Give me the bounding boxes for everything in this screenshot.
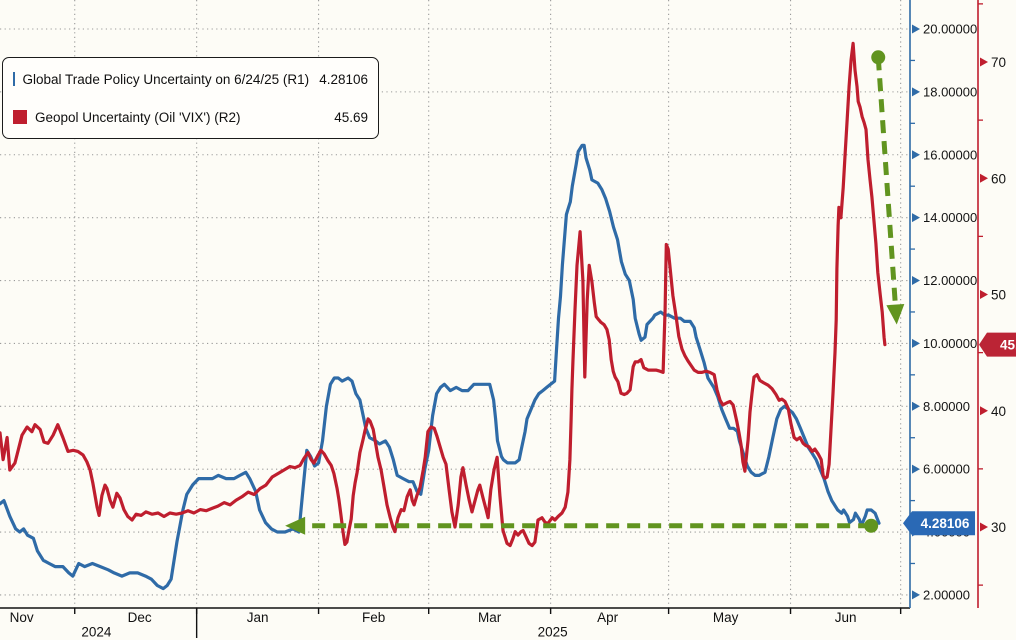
r2-tick-label: 40 [991, 404, 1006, 419]
r1-tick-label: 20.00000 [923, 22, 977, 37]
legend-value: 45.69 [334, 109, 368, 125]
r1-tick-arrow-icon [912, 213, 920, 223]
r1-tick-arrow-icon [912, 87, 920, 97]
month-label: Nov [10, 610, 34, 625]
r1-badge-value: 4.28106 [921, 516, 970, 531]
drop-arrow-dashed-line [875, 57, 898, 305]
r2-tick-arrow-icon [980, 290, 988, 299]
r2-tick-label: 50 [991, 288, 1006, 303]
month-label: Mar [478, 610, 502, 625]
drop-arrow-annotation [871, 50, 905, 325]
legend-label: Geopol Uncertainty (Oil 'VIX') (R2) [35, 109, 241, 125]
year-label: 2024 [81, 625, 112, 640]
r1-tick-label: 14.00000 [923, 210, 977, 225]
r1-tick-label: 12.00000 [923, 273, 977, 288]
right-axis-2: 70 60 50 40 30 [977, 0, 1006, 608]
flat-arrow-arrowhead-icon [285, 516, 306, 535]
month-label: Dec [128, 610, 152, 625]
legend-swatch-icon [13, 110, 27, 124]
month-label: Jun [835, 610, 857, 625]
month-label: May [713, 610, 739, 625]
drop-arrow-arrowhead-icon [886, 303, 905, 325]
legend-item-1[interactable]: Geopol Uncertainty (Oil 'VIX') (R2) 45.69 [3, 110, 378, 125]
r1-value-badge: 4.28106 [903, 511, 975, 536]
r1-tick-arrow-icon [912, 24, 920, 34]
flat-arrow-origin-dot [864, 518, 879, 533]
r1-tick-arrow-icon [912, 401, 920, 411]
r1-tick-arrow-icon [912, 590, 920, 600]
year-label: 2025 [538, 625, 568, 640]
r1-tick-label: 18.00000 [923, 84, 977, 99]
r2-tick-arrow-icon [980, 57, 988, 67]
x-axis: Nov Dec Jan Feb Mar Apr May Jun 2024 2025 [0, 607, 910, 640]
red-series-line [0, 41, 887, 548]
month-label: Feb [362, 610, 385, 625]
r2-tick-label: 30 [991, 520, 1006, 535]
r1-tick-arrow-icon [912, 150, 920, 160]
legend-item-0[interactable]: Global Trade Policy Uncertainty on 6/24/… [3, 72, 378, 87]
r2-tick-arrow-icon [980, 173, 988, 183]
r2-tick-arrow-icon [980, 406, 988, 416]
r1-tick-label: 6.00000 [923, 462, 970, 477]
r2-badge-value: 45.69 [1000, 338, 1016, 353]
r1-tick-arrow-icon [912, 338, 920, 348]
chart-legend: Global Trade Policy Uncertainty on 6/24/… [2, 57, 379, 139]
month-label: Jan [247, 610, 269, 625]
right-axis-1: 20.00000 18.00000 16.00000 14.00000 12.00000… [909, 0, 977, 608]
month-label: Apr [597, 610, 619, 625]
r1-tick-label: 8.00000 [923, 399, 970, 414]
r1-tick-label: 16.00000 [923, 147, 977, 162]
r2-tick-label: 70 [991, 55, 1006, 70]
r2-tick-label: 60 [991, 171, 1006, 186]
drop-arrow-origin-dot [871, 50, 886, 65]
legend-value: 4.28106 [319, 71, 368, 87]
blue-series-line [0, 143, 881, 591]
r2-value-badge: 45.69 [979, 332, 1016, 357]
flat-arrow-annotation [285, 516, 879, 535]
r1-tick-label: 10.00000 [923, 336, 977, 351]
r1-tick-label: 2.00000 [923, 587, 970, 602]
legend-swatch-icon [13, 72, 15, 86]
r1-tick-arrow-icon [912, 276, 920, 286]
r2-tick-arrow-icon [980, 522, 988, 532]
legend-label: Global Trade Policy Uncertainty on 6/24/… [22, 71, 310, 87]
r2-badge-shape [979, 332, 1016, 357]
r1-tick-arrow-icon [912, 464, 920, 474]
r1-badge-shape [903, 511, 975, 536]
